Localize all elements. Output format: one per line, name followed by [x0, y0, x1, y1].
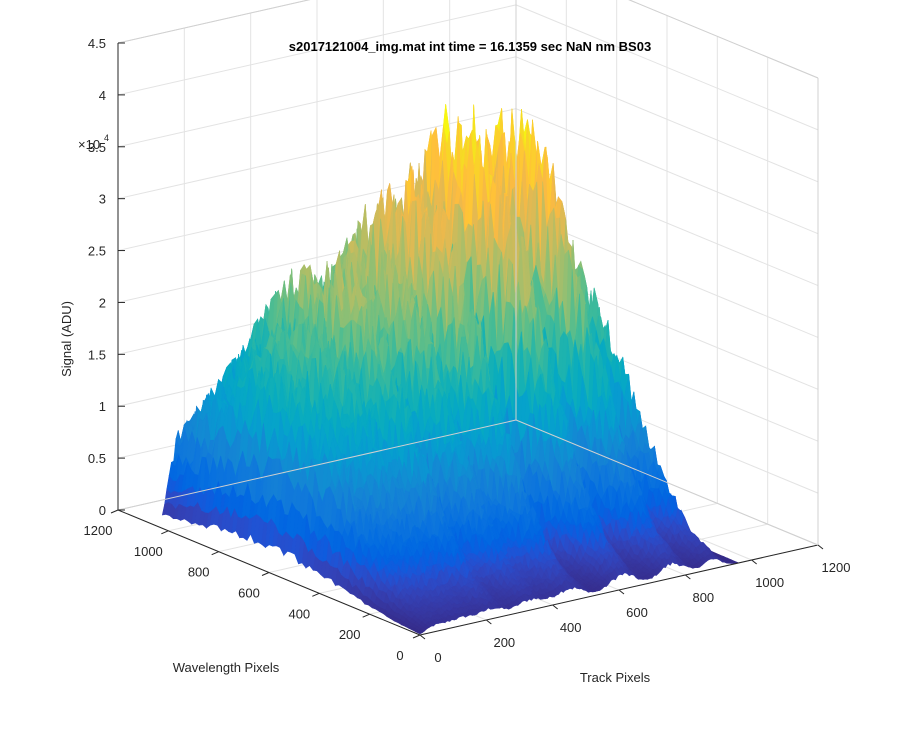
grid-line [515, 108, 819, 235]
grid-line [515, 160, 819, 287]
grid-line [117, 56, 517, 148]
grid-line [117, 4, 517, 96]
surface-plot [161, 104, 740, 635]
grid-line [117, 108, 517, 200]
grid-line [515, 4, 819, 131]
grid-line [515, 56, 819, 183]
